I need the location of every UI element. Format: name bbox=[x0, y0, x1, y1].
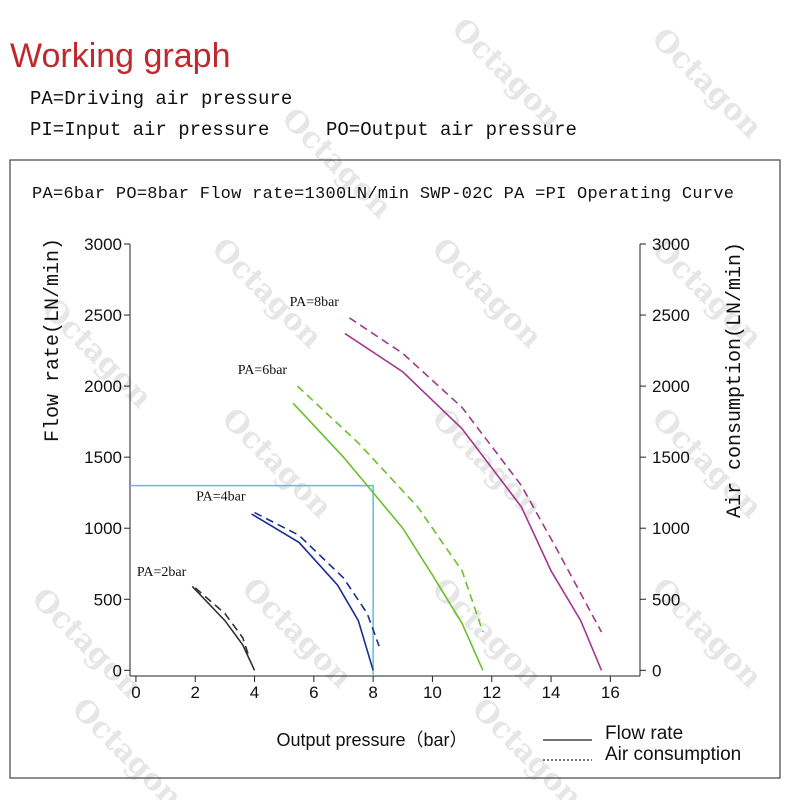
y2-tick-label: 1500 bbox=[652, 448, 690, 467]
watermark: Octagon bbox=[205, 231, 329, 355]
watermark: Octagon bbox=[425, 401, 549, 525]
y-axis-title: Flow rate(LN/min) bbox=[42, 238, 65, 442]
flow-curve bbox=[344, 332, 603, 671]
air-curve bbox=[254, 511, 380, 647]
x-tick-label: 0 bbox=[131, 683, 140, 702]
curve-label: PA=8bar bbox=[290, 295, 340, 310]
curve-label: PA=6bar bbox=[238, 363, 288, 378]
y-tick-label: 0 bbox=[113, 661, 122, 680]
x-tick-label: 12 bbox=[482, 683, 501, 702]
heading: Working graph bbox=[10, 37, 231, 75]
note: PO=Output air pressure bbox=[326, 119, 577, 141]
chart-title: PA=6bar PO=8bar Flow rate=1300LN/min SWP… bbox=[32, 185, 734, 204]
flow-curve bbox=[251, 513, 374, 671]
reference-line bbox=[130, 484, 374, 676]
legend-label: Flow rate bbox=[605, 723, 683, 744]
x-tick-label: 6 bbox=[309, 683, 318, 702]
y-tick-label: 1500 bbox=[84, 448, 122, 467]
air-curve bbox=[194, 587, 250, 656]
y2-tick-label: 2000 bbox=[652, 377, 690, 396]
watermark: Octagon bbox=[645, 21, 769, 145]
y2-tick-label: 500 bbox=[652, 590, 680, 609]
chart-frame bbox=[9, 159, 781, 779]
y2-tick-label: 2500 bbox=[652, 306, 690, 325]
x-tick-label: 16 bbox=[601, 683, 620, 702]
curve-label: PA=2bar bbox=[137, 565, 187, 580]
x-tick-label: 8 bbox=[368, 683, 377, 702]
watermark: Octagon bbox=[65, 691, 189, 800]
y2-tick-label: 0 bbox=[652, 661, 661, 680]
x-tick-label: 4 bbox=[250, 683, 259, 702]
x-tick-label: 2 bbox=[190, 683, 199, 702]
legend-label: Air consumption bbox=[605, 744, 741, 765]
x-axis-title: Output pressure（bar） bbox=[276, 730, 467, 750]
x-tick-label: 14 bbox=[542, 683, 561, 702]
y2-tick-label: 3000 bbox=[652, 235, 690, 254]
watermark: Octagon bbox=[425, 231, 549, 355]
watermark: Octagon bbox=[215, 401, 339, 525]
note: PI=Input air pressure bbox=[30, 119, 269, 141]
watermark: Octagon bbox=[465, 691, 589, 800]
y-tick-label: 1000 bbox=[84, 519, 122, 538]
y-tick-label: 2000 bbox=[84, 377, 122, 396]
y2-axis-title: Air consumption(LN/min) bbox=[724, 242, 747, 518]
air-curve bbox=[348, 317, 603, 633]
y-tick-label: 3000 bbox=[84, 235, 122, 254]
curve-label: PA=4bar bbox=[196, 490, 246, 505]
watermark: Octagon bbox=[425, 571, 549, 695]
x-tick-label: 10 bbox=[423, 683, 442, 702]
y-tick-label: 2500 bbox=[84, 306, 122, 325]
note: PA=Driving air pressure bbox=[30, 88, 292, 110]
air-curve bbox=[296, 385, 484, 633]
flow-curve bbox=[191, 585, 256, 671]
y-tick-label: 500 bbox=[94, 590, 122, 609]
watermark: Octagon bbox=[445, 11, 569, 135]
flow-curve bbox=[292, 402, 484, 671]
y2-tick-label: 1000 bbox=[652, 519, 690, 538]
